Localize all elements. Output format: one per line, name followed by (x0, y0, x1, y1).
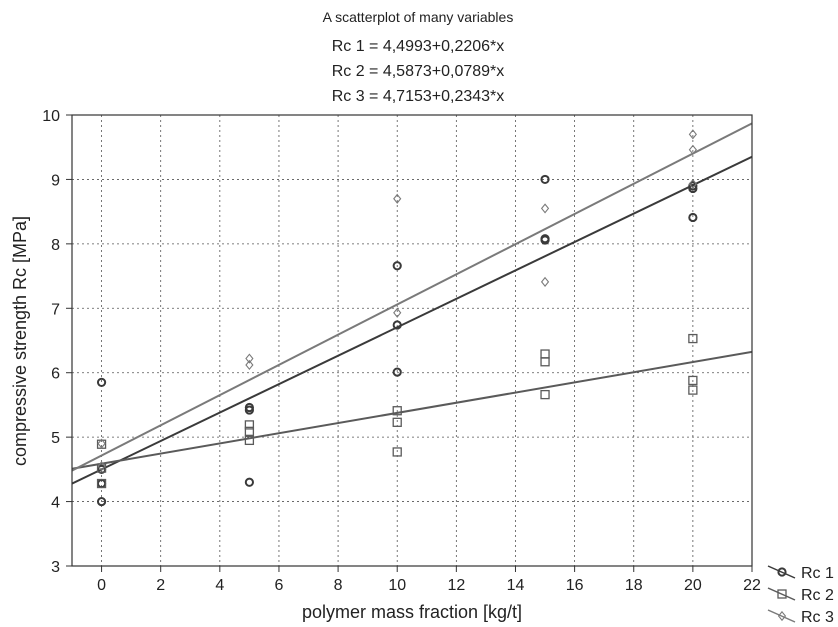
point-rc2 (688, 385, 698, 395)
point-rc2 (688, 375, 698, 386)
y-axis-label: compressive strength Rc [MPa] (10, 216, 30, 466)
point-rc1 (96, 496, 107, 507)
legend-marker-rc1 (777, 567, 787, 577)
point-rc1 (688, 183, 698, 194)
x-tick-label: 2 (156, 577, 165, 594)
legend-line-rc2 (767, 587, 796, 601)
x-tick-label: 6 (275, 577, 284, 594)
point-rc2 (540, 357, 550, 367)
point-rc1 (688, 212, 698, 223)
axis-ticks: 0 2 4 6 8 10 12 14 16 18 20 22 3 4 5 6 7 8 9 10 (42, 108, 761, 594)
fit-line-rc2 (72, 350, 752, 470)
legend-line-rc3 (767, 609, 796, 623)
y-tick-label: 8 (51, 237, 60, 254)
point-rc2 (392, 406, 402, 416)
point-rc2 (96, 463, 107, 473)
x-tick-label: 16 (566, 577, 584, 594)
point-rc2 (96, 478, 107, 489)
point-rc2 (244, 426, 255, 436)
point-rc3 (393, 307, 402, 318)
x-tick-label: 14 (507, 577, 525, 594)
point-rc1 (540, 235, 550, 245)
equation-rc3: Rc 3 = 4,7153+0,2343*x (332, 88, 505, 105)
x-tick-label: 8 (334, 577, 343, 594)
x-tick-label: 20 (684, 577, 702, 594)
data-points (96, 129, 698, 507)
point-rc1 (244, 477, 254, 487)
point-rc3 (245, 359, 254, 371)
point-rc3 (688, 178, 697, 190)
y-tick-label: 7 (51, 301, 60, 318)
point-rc2 (244, 420, 255, 430)
point-rc2 (244, 435, 255, 446)
x-tick-label: 4 (215, 577, 224, 594)
point-rc2 (392, 447, 402, 457)
point-rc1 (392, 320, 402, 330)
plot-frame (71, 114, 753, 567)
point-rc2 (540, 349, 550, 359)
x-axis-label: polymer mass fraction [kg/t] (302, 602, 522, 622)
point-rc1 (392, 367, 402, 377)
x-tick-label: 0 (97, 577, 106, 594)
legend: Rc 1 Rc 2 Rc 3 (767, 565, 834, 626)
point-rc3 (688, 144, 697, 155)
legend-marker-rc3 (777, 610, 787, 622)
point-rc3 (688, 129, 697, 140)
equation-rc2: Rc 2 = 4,5873+0,0789*x (332, 63, 505, 80)
point-rc2 (688, 333, 698, 344)
y-tick-label: 4 (51, 495, 60, 512)
point-rc3 (540, 276, 550, 287)
y-tick-label: 10 (42, 108, 60, 125)
point-rc1 (392, 261, 402, 271)
x-tick-label: 10 (388, 577, 406, 594)
fit-line-rc3 (72, 122, 752, 472)
point-rc1 (96, 377, 107, 387)
legend-label-rc2: Rc 2 (801, 587, 834, 604)
legend-line-rc1 (767, 565, 796, 579)
legend-marker-rc2 (777, 589, 787, 599)
x-tick-label: 22 (743, 577, 761, 594)
y-tick-label: 9 (51, 172, 60, 189)
legend-label-rc3: Rc 3 (801, 609, 834, 626)
equation-rc1: Rc 1 = 4,4993+0,2206*x (332, 38, 505, 55)
point-rc3 (245, 353, 254, 364)
legend-label-rc1: Rc 1 (801, 565, 834, 582)
chart-title: A scatterplot of many variables Rc 1 = 4… (323, 9, 514, 105)
y-tick-label: 3 (51, 559, 60, 576)
fit-line-rc1 (72, 155, 752, 485)
point-rc1 (244, 405, 254, 415)
point-rc2 (392, 417, 402, 427)
y-tick-label: 6 (51, 366, 60, 383)
point-rc3 (97, 438, 106, 449)
grid (72, 115, 752, 566)
point-rc3 (97, 461, 106, 472)
point-rc1 (540, 174, 550, 185)
fit-lines (72, 122, 752, 485)
point-rc3 (393, 193, 402, 204)
y-tick-label: 5 (51, 430, 60, 447)
x-tick-label: 12 (447, 577, 465, 594)
point-rc2 (540, 389, 550, 400)
point-rc3 (540, 203, 550, 214)
x-tick-label: 18 (625, 577, 643, 594)
chart-title-line: A scatterplot of many variables (323, 9, 514, 25)
